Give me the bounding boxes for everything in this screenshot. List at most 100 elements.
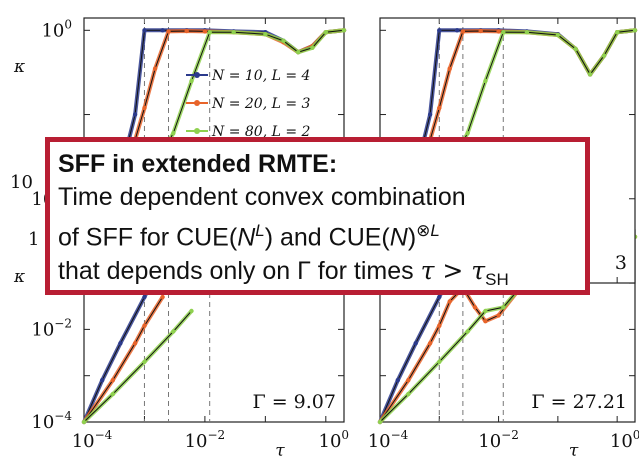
series-point [437,28,442,33]
series-point [160,294,165,300]
y-tick-label-partial: 1 [28,229,39,250]
series-point [166,29,171,34]
series-point [587,72,593,77]
series-point [483,308,488,314]
y-tick-label-top-0: 100 [41,17,72,41]
series-point [406,391,411,397]
series-point [142,105,147,111]
series-point [447,299,452,304]
series-point [395,378,400,383]
y-axis-label-top: κ [13,57,25,77]
callout-line-3: that depends only on Γ for times τ > τSH [58,254,585,296]
annotation-bg [236,386,340,416]
series-point [341,28,347,33]
x-tick-label-m2: 10−2 [185,428,226,452]
series-point [454,28,460,33]
series-point [406,378,411,383]
series-point [501,30,506,35]
series-point [377,419,383,425]
callout-line-2-d: ) and CUE( [264,223,390,252]
series-point [281,38,286,43]
series-point [81,419,87,425]
series-point [189,308,194,314]
series-point [132,341,138,346]
series-point [524,30,530,35]
panel-annotation: Γ = 9.07 [253,391,337,413]
series-point [601,53,607,58]
series-point [202,29,208,34]
series-point [437,294,442,300]
series-point [472,305,478,310]
series-point [207,30,212,35]
series-point [142,323,147,328]
callout-line-1: Time dependent convex combination [58,183,466,211]
series-point [483,78,488,84]
legend: N = 10, L = 4 N = 20, L = 3 N = 80, L = 2 [186,68,311,140]
series-point [152,66,158,71]
series-point [427,341,433,346]
series-point [483,319,488,324]
series-point [100,378,105,383]
sff-callout-box: SFF in extended RMTE: Time dependent con… [45,137,590,295]
callout-sub-SH: SH [485,270,509,290]
series-point [296,50,301,55]
panel-annotation: 3 [615,252,627,274]
y-tick-label-bottom-m4: 10−4 [31,409,72,433]
series-point [142,294,147,300]
series-point [615,30,620,35]
annotation-bg [527,386,631,416]
series-point [501,305,506,310]
series-point [160,28,165,33]
series-point [263,32,268,37]
series-point [171,131,176,136]
series-point [555,32,561,38]
legend-marker [194,128,200,134]
legend-label: N = 20, L = 3 [211,96,311,112]
series-point [496,29,501,34]
series-point [323,30,328,35]
x-tick-label-0: 100 [319,428,350,452]
series-point [437,105,442,111]
panel-annotation: Γ = 27.21 [531,391,627,413]
series-point [110,378,116,383]
series-point [427,112,433,117]
x-tick-label-m4: 10−4 [368,428,409,452]
y-tick-label-partial: 10 [10,172,33,193]
callout-N-2: N [389,223,408,252]
series-point [171,329,176,334]
series-point [142,28,147,33]
series-point [465,131,470,136]
series-point [310,45,315,50]
series-point [413,341,418,346]
legend-label: N = 10, L = 4 [211,68,310,84]
series-point [142,359,147,364]
callout-sup-L: L [255,221,265,240]
x-tick-label-0: 100 [610,428,639,452]
series-point [632,28,638,33]
series-point [478,28,483,34]
callout-N-1: N [237,223,256,252]
legend-marker [194,100,200,106]
series-point [132,112,138,117]
x-tick-label-m2: 10−2 [478,428,519,452]
callout-tau-ineq: τ > τ [420,256,486,286]
x-tick-label-m4: 10−4 [72,428,113,452]
series-point [189,78,194,84]
series-point [465,329,470,334]
series-point [437,323,442,328]
series-point [118,341,123,346]
series-point [447,66,452,71]
legend-label: N = 80, L = 2 [211,124,311,140]
callout-line-2-f: ) [407,223,417,252]
callout-title: SFF in extended RMTE: [58,150,338,178]
series-point [460,29,466,34]
series-point [184,28,189,34]
y-tick-label-bottom-m2: 10−2 [31,316,72,340]
series-point [437,359,442,364]
series-point [110,391,116,397]
y-axis-label-bottom: κ [13,267,25,287]
x-axis-label: τ [569,441,579,458]
series-point [496,313,501,318]
callout-sup-tensor-L: ⊗L [416,221,440,240]
callout-line-2: of SFF for CUE(NL) and CUE(N)⊗L [58,214,585,254]
